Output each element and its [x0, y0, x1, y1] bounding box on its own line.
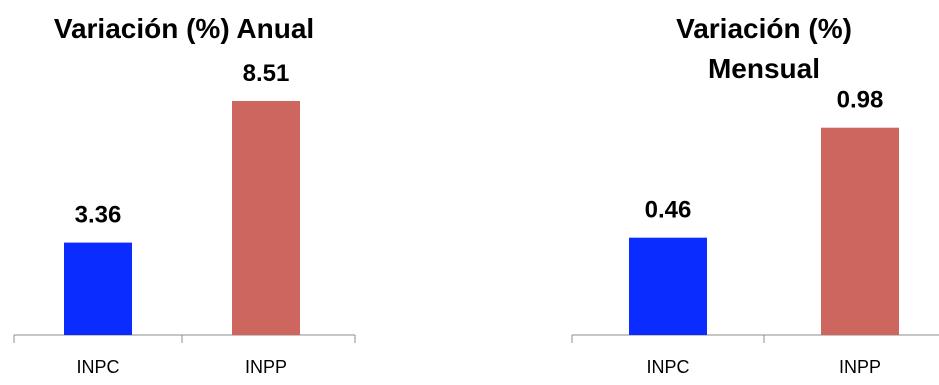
- x-tick-label: INPC: [646, 357, 689, 377]
- data-label: 3.36: [75, 202, 122, 229]
- monthly-variation-chart: Variación (%) Mensual 0.46 INPC 0.98 INPP: [571, 13, 939, 377]
- bar-inpc: [64, 242, 132, 335]
- data-label: 0.98: [837, 87, 884, 114]
- chart-title-line: Variación (%) Anual: [54, 13, 314, 44]
- data-label: 0.46: [645, 197, 692, 224]
- chart-title-line: Variación (%): [676, 13, 852, 44]
- bar-inpp: [232, 100, 300, 335]
- x-tick-label: INPP: [245, 357, 287, 377]
- x-tick-label: INPP: [839, 357, 881, 377]
- x-tick-label: INPC: [76, 357, 119, 377]
- chart-title-line: Mensual: [708, 53, 820, 84]
- annual-variation-chart: Variación (%) Anual 3.36 INPC 8.51 INPP: [13, 13, 356, 377]
- data-label: 8.51: [243, 60, 290, 87]
- bar-inpp: [821, 127, 899, 335]
- bar-inpc: [629, 237, 707, 335]
